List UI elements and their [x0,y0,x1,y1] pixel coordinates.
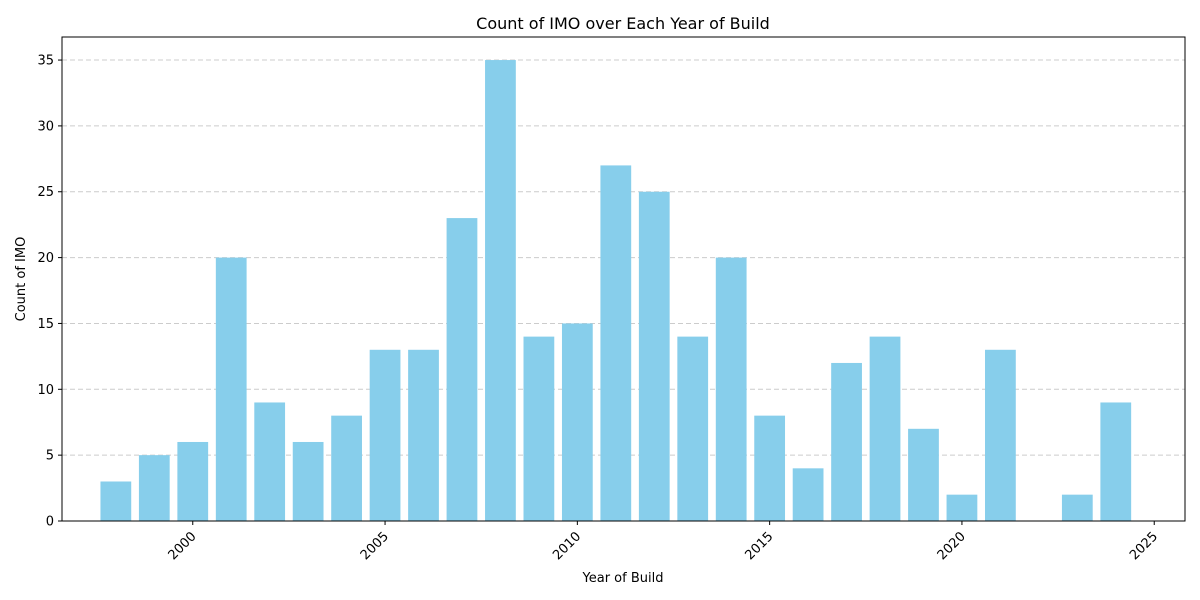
y-axis-ticks: 0 5 10 15 20 25 30 35 [37,54,62,530]
x-axis-ticks: 2000 2005 2010 2015 2020 2025 [166,521,1161,563]
bar [254,402,286,521]
x-tick-label: 2005 [358,529,392,563]
bars [100,60,1132,522]
bar [908,428,939,521]
chart-title: Count of IMO over Each Year of Build [476,14,770,33]
bar [446,218,478,521]
bar [1100,402,1132,521]
bar [985,349,1016,521]
bar [715,257,747,521]
y-tick-label: 20 [37,251,54,266]
y-tick-label: 0 [46,515,54,530]
bar [331,415,362,521]
bar [869,336,901,521]
bar [292,441,324,521]
bar [523,336,555,521]
x-tick-label: 2020 [935,529,969,563]
x-axis-title: Year of Build [582,571,664,586]
bar [638,191,670,522]
y-axis-title: Count of IMO [14,237,29,322]
bar [1061,494,1093,521]
bar [177,441,209,521]
x-tick-label: 2010 [550,529,584,563]
bar [831,362,862,521]
y-tick-label: 15 [37,317,54,332]
x-tick-label: 2015 [742,529,776,563]
bar [138,455,170,521]
bar [561,323,593,521]
bar [215,257,247,521]
bar [485,60,516,522]
bar [369,349,401,521]
x-tick-label: 2025 [1127,529,1161,563]
bar [754,415,786,521]
x-tick-label: 2000 [166,529,200,563]
y-tick-label: 10 [37,383,54,398]
y-tick-label: 5 [46,449,54,464]
bar [792,468,824,521]
y-tick-label: 35 [37,54,54,69]
bar [600,165,632,522]
y-tick-label: 25 [37,185,54,200]
bar [946,494,978,521]
y-tick-label: 30 [37,119,54,134]
bar [677,336,709,521]
bar [408,349,439,521]
bar [100,481,132,521]
plot-frame [61,36,1186,522]
